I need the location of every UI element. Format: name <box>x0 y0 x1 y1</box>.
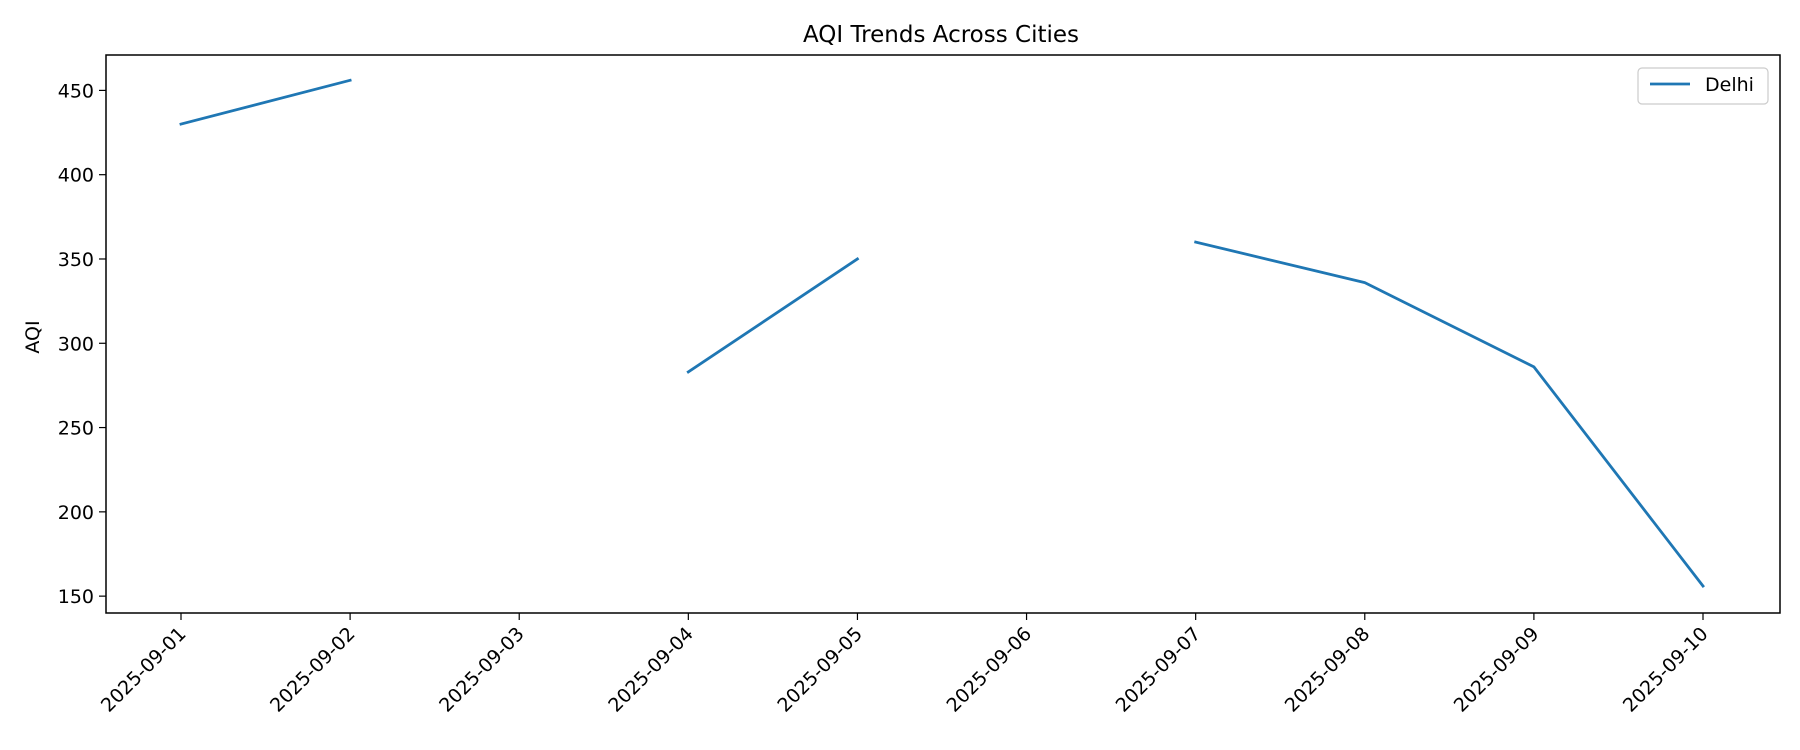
y-tick-label: 350 <box>58 249 94 271</box>
series-line-delhi <box>686 257 860 374</box>
y-tick-label: 450 <box>58 80 94 102</box>
y-tick-label: 200 <box>58 502 94 524</box>
series-line-delhi <box>1194 240 1705 588</box>
plot-lines <box>179 78 1705 588</box>
y-tick-label: 150 <box>58 586 94 608</box>
y-axis-label: AQI <box>22 320 44 353</box>
series-line-delhi <box>179 78 352 126</box>
y-tick-label: 300 <box>58 333 94 355</box>
y-tick-label: 250 <box>58 418 94 440</box>
plot-frame <box>105 54 1781 614</box>
chart-title: AQI Trends Across Cities <box>803 22 1079 48</box>
y-tick-label: 400 <box>58 165 94 187</box>
y-axis-ticks: 150 200 250 300 350 400 450 <box>58 80 106 608</box>
legend-box <box>1637 67 1769 105</box>
legend: Delhi <box>1637 67 1769 105</box>
legend-label-delhi: Delhi <box>1705 74 1754 96</box>
